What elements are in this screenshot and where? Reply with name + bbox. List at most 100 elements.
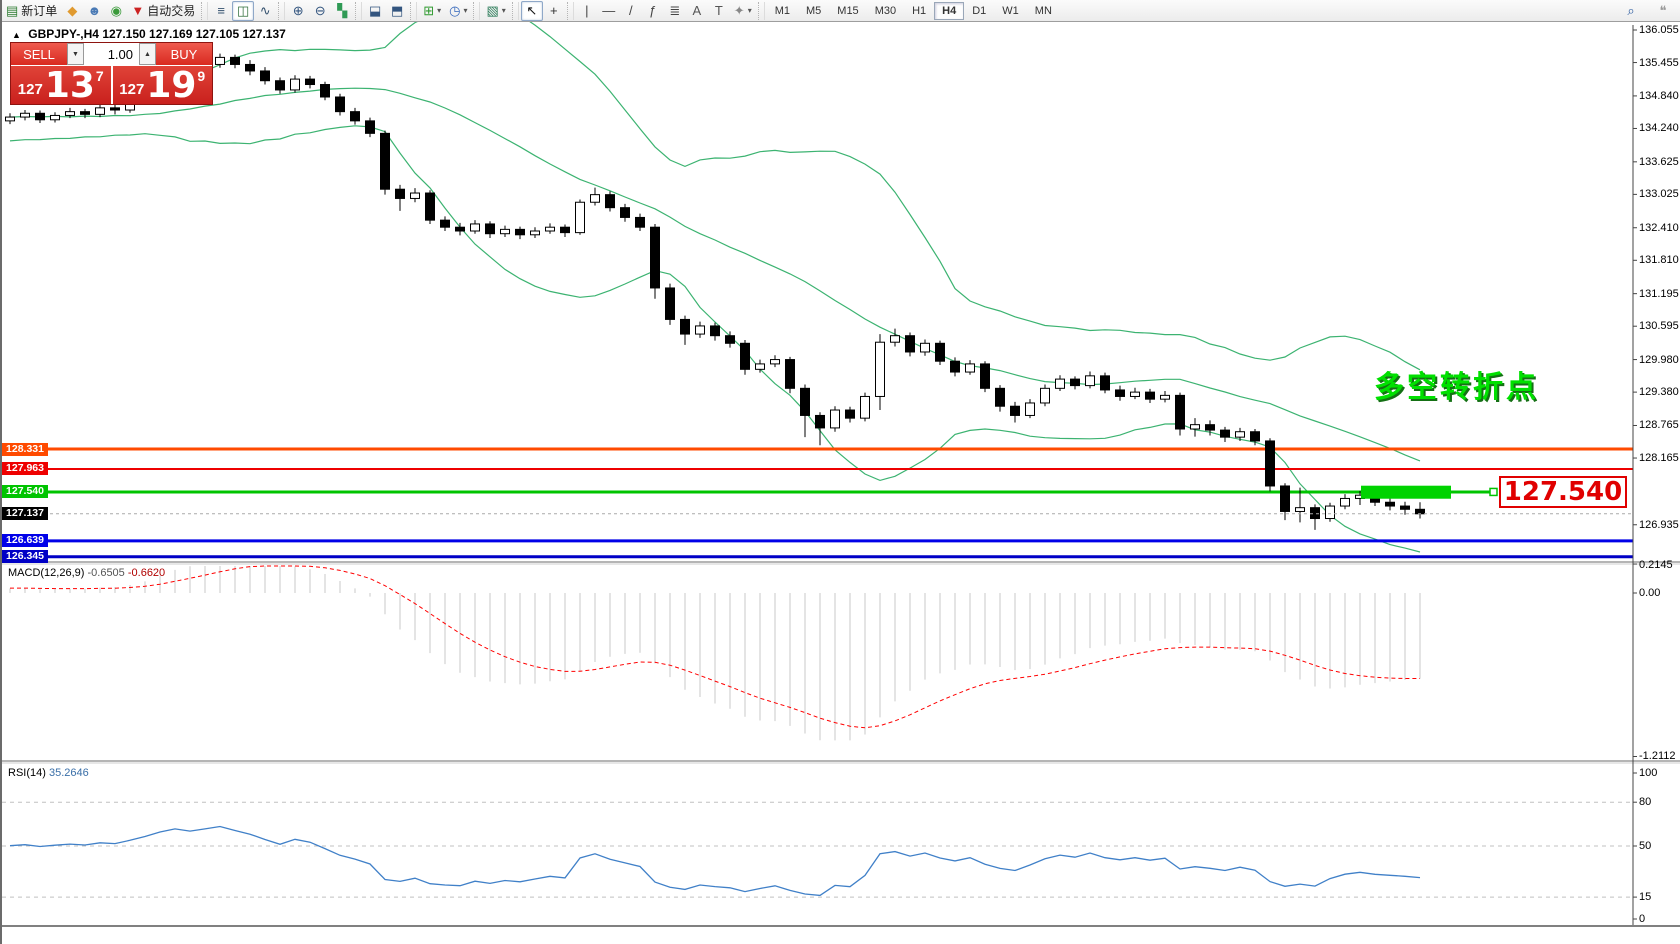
volume-down-button[interactable]: ▼ [67,43,84,65]
candle-body [1160,394,1170,400]
price-callout-label[interactable]: 127.540 [1499,476,1627,508]
candle-body [995,387,1005,407]
indicator-window-button[interactable]: ⬓ [364,1,386,21]
candle-body [1415,508,1425,515]
timeframe-button-m15[interactable]: M15 [837,4,859,17]
timeframe-button-h1[interactable]: H1 [912,4,927,17]
candle-body [20,112,30,118]
bollinger-upper-band [10,0,1421,371]
candle-body [710,325,720,337]
candle-body [335,96,345,113]
candle-body [665,287,675,320]
candle-body [1070,378,1080,387]
candlestick-chart-button[interactable]: ◫ [232,0,255,21]
zoom-out-button[interactable]: ⊖ [309,1,331,21]
sell-price-sup: 7 [95,68,104,84]
shapes-button[interactable]: ✦ ▾ [730,1,756,21]
price-axis-label: 136.055 [1639,24,1679,36]
timeframe-button-d1[interactable]: D1 [972,4,987,17]
template-chart-button[interactable]: ▧ ▾ [482,1,509,21]
text-label-button[interactable]: T [708,1,730,21]
macd-value-main: -0.6505 [87,567,125,579]
level-line-handle[interactable] [1489,487,1498,497]
rsi-line [9,825,1421,897]
horizontal-line-button[interactable]: — [598,1,620,21]
price-axis-label: 126.935 [1639,518,1679,531]
add-indicator-button[interactable]: ⊞ ▾ [419,1,445,21]
rsi-axis-label: 100 [1639,767,1658,779]
timeframe-button-m5[interactable]: M5 [806,4,822,17]
candle-body [845,409,855,419]
buy-price[interactable]: 127 19 9 [112,66,212,104]
volume-stepper: ▼ 1.00 ▲ [67,43,156,65]
sell-button[interactable]: SELL [11,43,67,65]
candle-body [1175,394,1185,430]
text-button[interactable]: A [686,1,708,21]
candle-body [395,188,405,199]
zoom-in-button[interactable]: ⊕ [287,1,309,21]
candle-body [50,114,60,121]
indicator-window-icon: ⬓ [369,3,382,18]
fibonacci-button[interactable]: ƒ [642,1,664,21]
chart-background [2,22,1680,944]
symbol-ohlc: 127.150 127.169 127.105 127.137 [102,27,286,41]
chat-button[interactable]: ❝ [1652,1,1674,21]
profile-button[interactable]: ☻ [83,1,105,21]
candle-body [215,56,225,65]
new-order-button[interactable]: ▤ 新订单 [2,1,61,21]
candle-body [755,363,765,370]
symbol-header: ▲ GBPJPY-,H4 127.150 127.169 127.105 127… [12,27,286,41]
macd-name: MACD(12,26,9) [8,567,85,579]
trendline-button[interactable]: / [620,1,642,21]
candle-body [620,207,630,218]
tile-windows-button[interactable]: ▚ [331,1,353,21]
text-label-icon: T [714,3,723,18]
crosshair-button[interactable]: + [543,1,565,21]
price-axis-label: 130.595 [1639,320,1679,333]
candle-body [275,80,285,91]
candle-body [455,226,465,232]
line-chart-button[interactable]: ∿ [254,1,276,21]
candle-body [1220,429,1230,438]
price-axis-label: 133.625 [1639,155,1679,168]
candle-body [1250,431,1260,442]
candle-body [1040,387,1050,404]
candle-body [290,78,300,91]
candle-body [800,387,810,416]
panel-collapse-icon[interactable]: ▲ [12,30,21,40]
rsi-axis-label: 50 [1639,840,1652,852]
timeframe-button-w1[interactable]: W1 [1002,4,1019,17]
timeframe-button-mn[interactable]: MN [1034,4,1052,17]
one-click-trade-panel: SELL ▼ 1.00 ▲ BUY 127 13 7 127 19 9 [10,42,213,105]
bar-chart-button[interactable]: ≡ [210,1,232,21]
candle-body [860,395,870,419]
highlight-zone-rectangle[interactable] [1361,485,1451,499]
vertical-line-button[interactable]: | [576,1,598,21]
candle-body [650,226,660,289]
cube-icon: ◆ [67,3,78,18]
candle-body [830,409,840,429]
channels-button[interactable]: ≣ [664,1,686,21]
candle-body [1235,431,1245,438]
timeframe-button-m1[interactable]: M1 [774,4,790,17]
object-window-button[interactable]: ⬒ [386,1,408,21]
volume-input[interactable]: 1.00 [84,43,139,65]
cursor-button[interactable]: ↖ [520,0,543,21]
price-axis-label: 128.765 [1639,419,1679,432]
signals-button[interactable]: ◉ [105,1,127,21]
period-clock-button[interactable]: ◷ ▾ [445,1,471,21]
cube-button[interactable]: ◆ [61,1,83,21]
search-button[interactable]: ⌕ [1620,1,1642,21]
chart-annotation-text[interactable]: 多空转折点 [1374,371,1539,404]
buy-button[interactable]: BUY [156,43,212,65]
timeframe-button-m30[interactable]: M30 [874,4,897,17]
candle-body [80,111,90,115]
sell-price[interactable]: 127 13 7 [11,66,113,104]
volume-up-button[interactable]: ▲ [139,43,156,65]
candle-body [635,216,645,228]
channels-icon: ≣ [669,3,681,18]
toolbar-separator [757,1,765,20]
timeframe-button-h4[interactable]: H4 [934,1,965,20]
autotrading-button[interactable]: ▼ 自动交易 [127,1,199,21]
